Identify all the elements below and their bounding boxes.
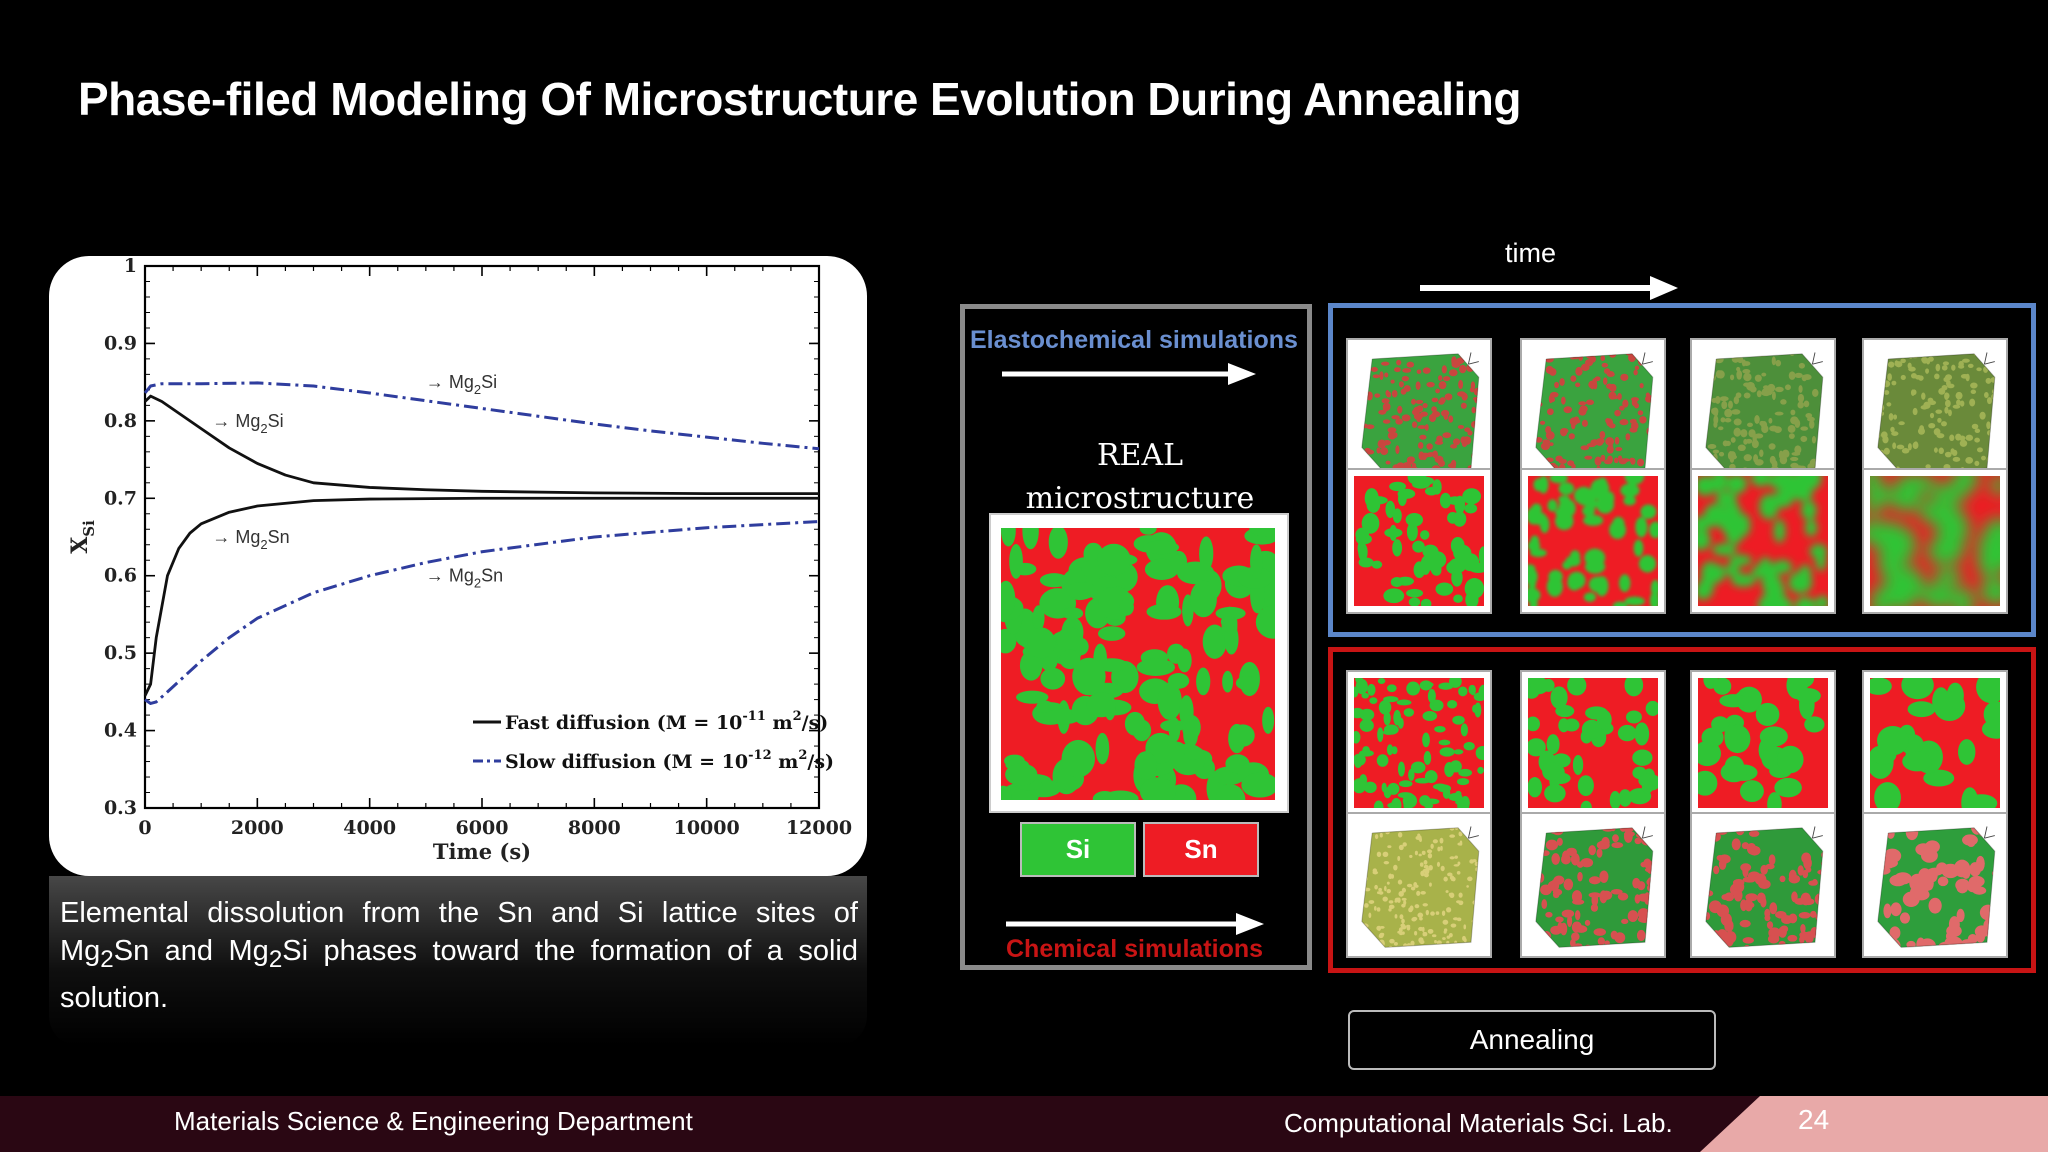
simulation-map-image — [1520, 468, 1666, 614]
map-sharp — [1354, 476, 1484, 606]
series-line — [144, 520, 820, 705]
legend-label: Slow diffusion (M = 10-12 m2/s) — [505, 748, 834, 773]
chemical-results-frame — [1328, 647, 2036, 973]
simulation-cube-image — [1862, 338, 2008, 484]
simulation-map-image — [1690, 670, 1836, 816]
simulation-map-image — [1690, 468, 1836, 614]
cube-green-red — [1535, 826, 1654, 948]
y-tick-label: 0.6 — [104, 565, 137, 587]
cube-green-red — [1705, 826, 1824, 948]
map-blurred — [1528, 476, 1658, 606]
legend-label: Fast diffusion (M = 10-11 m2/s) — [505, 709, 828, 734]
chemical-simulations-label: Chemical simulations — [1006, 935, 1264, 963]
simulation-map-image — [1346, 670, 1492, 816]
chart-reflection — [49, 876, 867, 1046]
simulation-map-image — [1862, 670, 2008, 816]
footer-lab: Computational Materials Sci. Lab. — [1284, 1108, 1673, 1138]
legend-si: Si — [1020, 822, 1136, 877]
y-axis-label: XSi — [67, 520, 98, 554]
cube-green-red-coarse — [1877, 826, 1996, 948]
cube-green-red-fine — [1535, 352, 1654, 474]
annotation-label: → Mg2Sn — [212, 527, 289, 552]
map-homogenized — [1870, 476, 2000, 606]
annotation-label: → Mg2Si — [426, 372, 497, 397]
elasto-arrow-icon — [1002, 363, 1256, 385]
footer-department: Materials Science & Engineering Departme… — [174, 1106, 693, 1136]
time-label: time — [1505, 238, 1557, 268]
map-coarse — [1528, 678, 1658, 808]
y-tick-label: 0.8 — [104, 410, 137, 432]
slide-title: Phase-filed Modeling Of Microstructure E… — [78, 73, 1521, 125]
page-number: 24 — [1798, 1104, 1830, 1135]
y-tick-label: 0.3 — [104, 797, 137, 819]
annealing-label: Annealing — [1348, 1010, 1716, 1070]
simulation-cube-image — [1690, 812, 1836, 958]
series-line — [143, 381, 820, 451]
cube-green-red-fine — [1361, 352, 1480, 474]
real-microstructure-image — [1001, 528, 1275, 800]
elastochemical-results-frame — [1328, 303, 2036, 637]
series-line — [144, 394, 819, 496]
elastochemical-label: Elastochemical simulations — [970, 326, 1298, 354]
chem-arrow-icon — [1006, 913, 1264, 935]
annotation-label: → Mg2Si — [212, 411, 283, 436]
map-coarsest — [1870, 678, 2000, 808]
x-tick-label: 6000 — [456, 817, 509, 839]
chart-card: 0 2000 4000 6000 8000 10000 12000 0.3 0.4 0.5 0.6 0… — [49, 256, 867, 876]
annotation-label: → Mg2Sn — [426, 566, 503, 591]
x-tick-label: 4000 — [343, 817, 396, 839]
simulation-cube-image — [1690, 338, 1836, 484]
legend-sn: Sn — [1143, 822, 1259, 877]
series-line — [143, 496, 819, 697]
x-axis-label: Time (s) — [433, 839, 531, 864]
time-arrow-icon — [1420, 276, 1678, 300]
cube-yellow-fine — [1361, 826, 1480, 948]
map-coarser — [1698, 678, 1828, 808]
y-tick-label: 0.4 — [104, 720, 137, 742]
y-tick-label: 0.9 — [104, 332, 137, 354]
x-tick-label: 8000 — [568, 817, 621, 839]
footer-accent — [1700, 1096, 2048, 1152]
simulation-map-image — [1520, 670, 1666, 816]
y-tick-label: 1 — [124, 256, 137, 277]
map-fine — [1354, 678, 1484, 808]
real-microstructure-label: REAL microstructure — [1025, 438, 1255, 516]
cube-olive — [1877, 352, 1996, 474]
slide-caption: Elemental dissolution from the Sn and Si… — [60, 897, 858, 1014]
simulation-cube-image — [1520, 338, 1666, 484]
y-tick-label: 0.7 — [104, 487, 137, 509]
real-microstructure-panel — [960, 304, 1312, 970]
simulation-cube-image — [1346, 338, 1492, 484]
simulation-map-image — [1346, 468, 1492, 614]
simulation-cube-image — [1346, 812, 1492, 958]
x-tick-label: 2000 — [231, 817, 284, 839]
simulation-cube-image — [1520, 812, 1666, 958]
xsi-vs-time-chart: 0 2000 4000 6000 8000 10000 12000 0.3 0.4 0.5 0.6 0… — [67, 256, 852, 864]
x-tick-label: 10000 — [674, 817, 740, 839]
simulation-cube-image — [1862, 812, 2008, 958]
simulation-map-image — [1862, 468, 2008, 614]
map-diffuse — [1698, 476, 1828, 606]
x-tick-label: 0 — [138, 817, 151, 839]
cube-green-olive — [1705, 352, 1824, 474]
footer-bar — [0, 1096, 2048, 1152]
x-tick-label: 12000 — [786, 817, 852, 839]
y-tick-label: 0.5 — [104, 642, 137, 664]
